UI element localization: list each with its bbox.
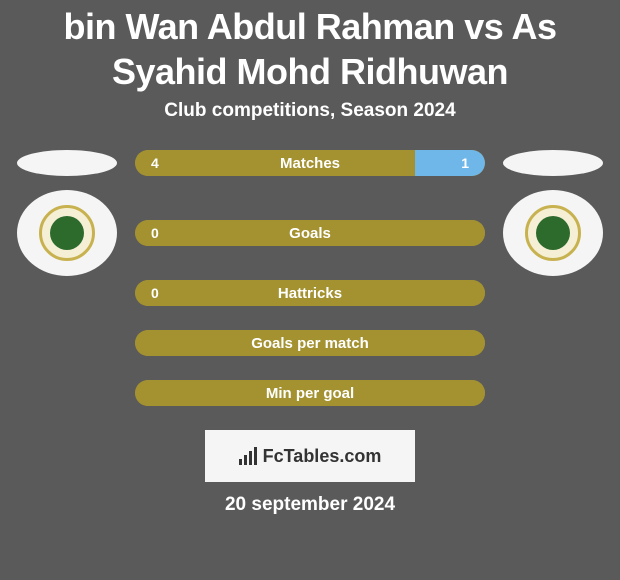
- player-left-oval: [17, 150, 117, 176]
- stat-row: Hattricks0: [0, 280, 620, 306]
- logo-text: FcTables.com: [263, 446, 382, 467]
- stat-bar: Goals per match: [135, 330, 485, 356]
- stat-label: Hattricks: [135, 280, 485, 306]
- page-title: bin Wan Abdul Rahman vs As Syahid Mohd R…: [0, 4, 620, 100]
- comparison-infographic: bin Wan Abdul Rahman vs As Syahid Mohd R…: [0, 0, 620, 580]
- stat-bar: Hattricks0: [135, 280, 485, 306]
- stat-label: Goals: [135, 220, 485, 246]
- player-left-badge: [17, 190, 117, 276]
- chart-icon: [239, 447, 257, 465]
- stat-bar: Goals0: [135, 220, 485, 246]
- stat-row: Goals per match: [0, 330, 620, 356]
- date-label: 20 september 2024: [0, 494, 620, 516]
- player-right-oval: [503, 150, 603, 176]
- subtitle: Club competitions, Season 2024: [0, 100, 620, 122]
- stat-row: Min per goal: [0, 380, 620, 406]
- stats-rows: Matches41Goals0Hattricks0Goals per match…: [0, 150, 620, 406]
- stat-bar: Min per goal: [135, 380, 485, 406]
- site-logo: FcTables.com: [205, 430, 415, 482]
- stat-value-left: 0: [151, 220, 159, 246]
- stat-value-left: 0: [151, 280, 159, 306]
- stat-row: Goals0: [0, 190, 620, 276]
- player-right-badge: [503, 190, 603, 276]
- stat-label: Matches: [135, 150, 485, 176]
- stat-row: Matches4 1: [0, 150, 620, 176]
- stat-value-right: 1: [461, 150, 469, 176]
- stat-value-left: 4: [151, 150, 159, 176]
- stat-label: Min per goal: [135, 380, 485, 406]
- stat-label: Goals per match: [135, 330, 485, 356]
- stat-bar: Matches4 1: [135, 150, 485, 176]
